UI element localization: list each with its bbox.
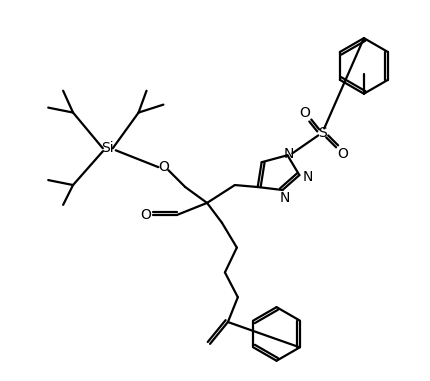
Text: O: O [299,106,310,120]
Text: N: N [280,191,290,205]
Text: Si: Si [101,141,114,155]
Text: S: S [318,126,327,141]
Text: O: O [140,208,151,222]
Text: N: N [302,170,313,184]
Text: O: O [158,160,169,174]
Text: N: N [283,147,294,161]
Text: O: O [338,147,348,161]
